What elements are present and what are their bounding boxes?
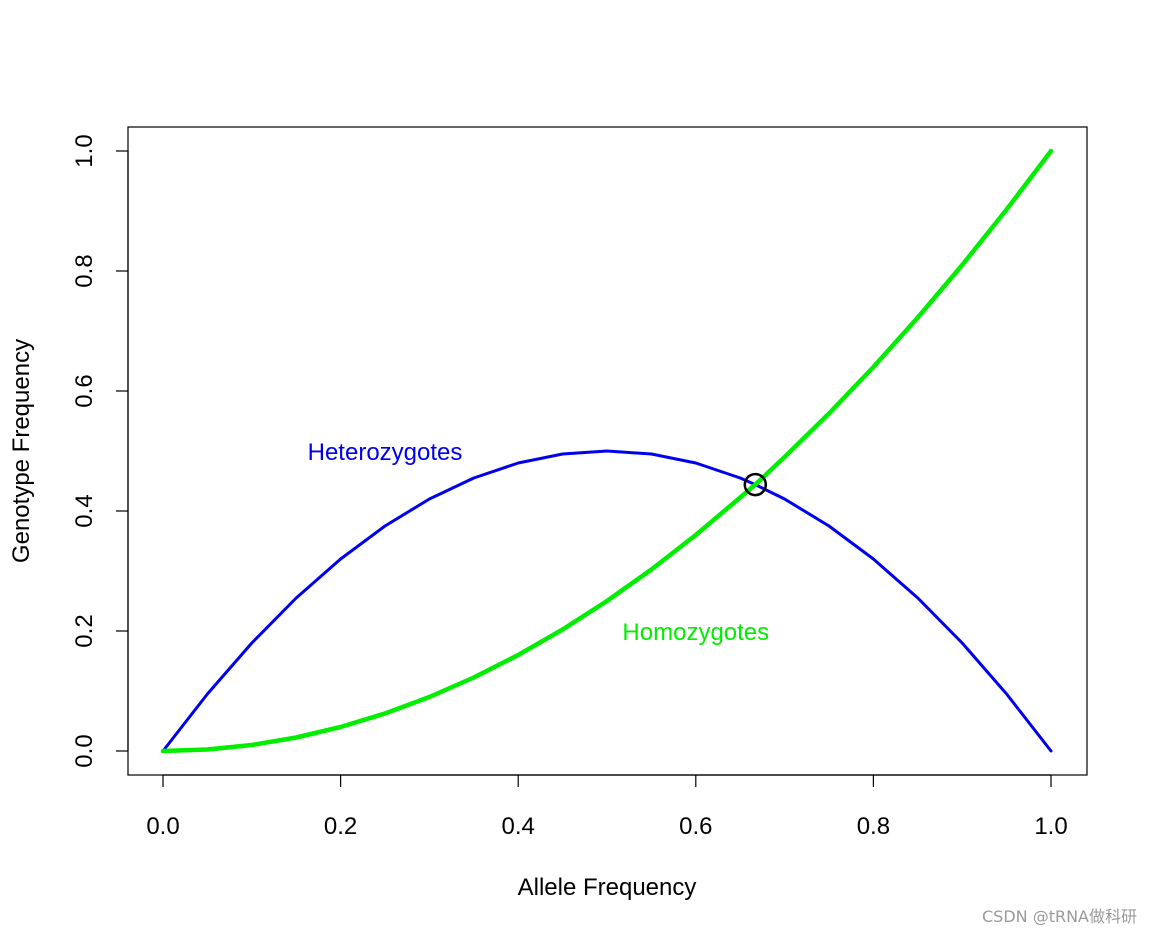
y-tick-label: 0.4	[71, 494, 98, 527]
x-tick-label: 0.2	[324, 813, 357, 840]
y-tick-label: 0.0	[71, 734, 98, 767]
x-tick-label: 0.8	[857, 813, 890, 840]
y-tick-label: 0.2	[71, 614, 98, 647]
x-axis: 0.0 0.2 0.4 0.6 0.8 1.0	[146, 774, 1068, 840]
series-layer	[160, 148, 1054, 754]
intersection-marker	[743, 472, 768, 497]
y-tick-label: 0.6	[71, 374, 98, 407]
x-tick-label: 0.0	[146, 813, 179, 840]
x-tick-label: 1.0	[1034, 813, 1067, 840]
series-line-homozygotes	[160, 148, 1054, 754]
y-tick-label: 0.8	[71, 254, 98, 287]
annotation-homozygotes: Homozygotes	[622, 619, 769, 646]
y-tick-label: 1.0	[71, 134, 98, 167]
annotation-heterozygotes: Heterozygotes	[308, 439, 463, 466]
series-line-heterozygotes	[161, 449, 1053, 753]
x-tick-label: 0.6	[679, 813, 712, 840]
watermark: CSDN @tRNA做科研	[981, 907, 1137, 926]
y-axis-title: Genotype Frequency	[8, 339, 35, 563]
x-tick-label: 0.4	[502, 813, 535, 840]
annotation-layer: Heterozygotes Homozygotes	[308, 439, 770, 646]
x-axis-title: Allele Frequency	[518, 874, 697, 901]
y-axis: 0.0 0.2 0.4 0.6 0.8 1.0	[71, 134, 129, 768]
